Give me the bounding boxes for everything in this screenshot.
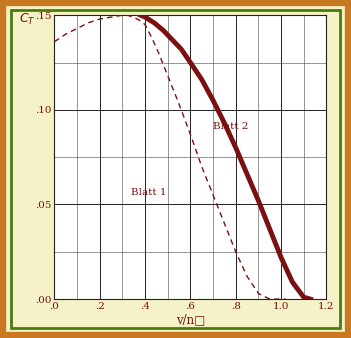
X-axis label: v/n□: v/n□ [176,314,205,327]
Text: Blatt 2: Blatt 2 [213,122,249,131]
Text: $C_T$: $C_T$ [19,13,36,27]
Text: Blatt 1: Blatt 1 [132,188,167,197]
